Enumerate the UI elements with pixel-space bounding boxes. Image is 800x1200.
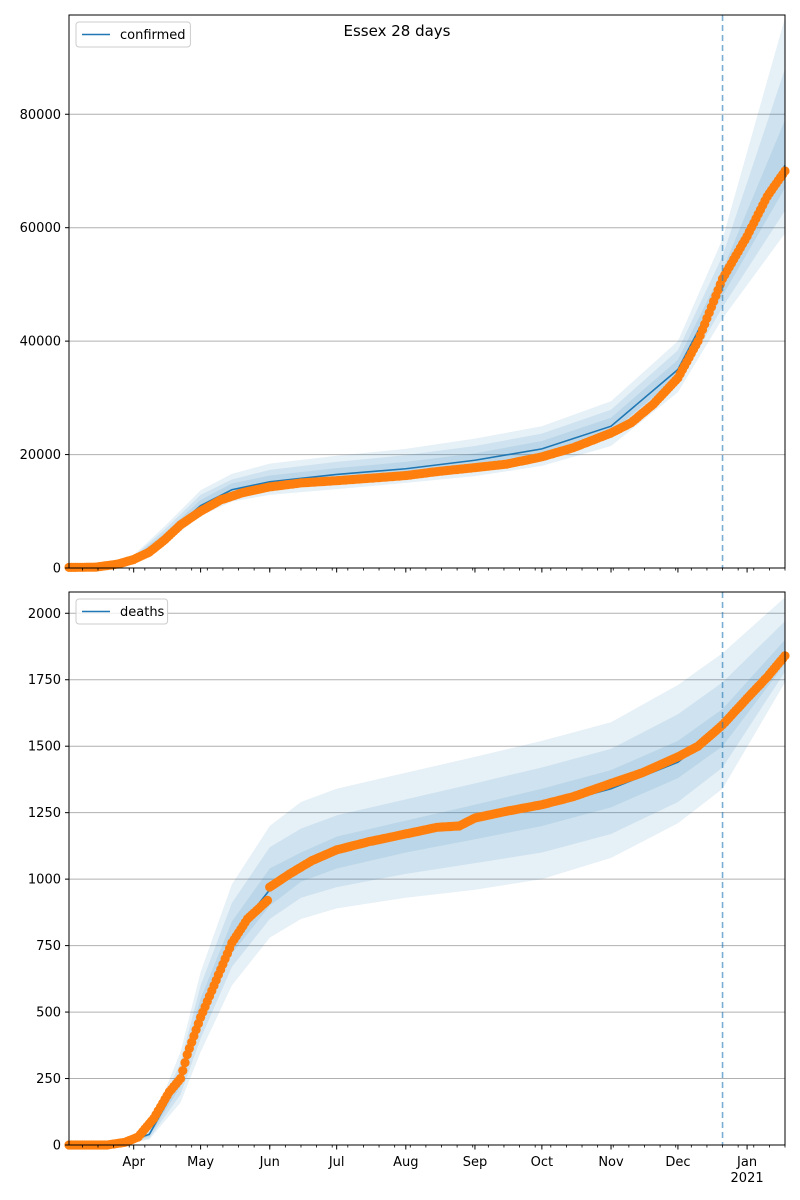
x-tick-label: Nov [598, 1155, 624, 1170]
y-tick-label: 60000 [20, 221, 61, 236]
y-tick-label: 1750 [28, 673, 61, 688]
y-tick-label: 250 [36, 1072, 61, 1087]
x-tick-label: Apr [122, 1155, 145, 1170]
y-tick-label: 1000 [28, 873, 61, 888]
x-tick-label: May [187, 1155, 214, 1170]
y-tick-label: 1500 [28, 740, 61, 755]
x-tick-label: Jan [736, 1155, 757, 1170]
legend-label: confirmed [120, 28, 186, 43]
y-tick-label: 500 [36, 1006, 61, 1021]
legend: deaths [76, 599, 168, 624]
legend-label: deaths [120, 605, 165, 620]
chart-title: Essex 28 days [344, 22, 451, 40]
y-tick-label: 1250 [28, 806, 61, 821]
y-tick-label: 750 [36, 939, 61, 954]
x-tick-label: Jul [328, 1155, 345, 1170]
y-tick-label: 80000 [20, 108, 61, 123]
confidence-band-80 [69, 69, 785, 568]
x-tick-label: Aug [393, 1155, 418, 1170]
axes-frame [69, 15, 785, 568]
y-tick-label: 0 [53, 562, 61, 577]
observed-point [263, 896, 272, 905]
y-tick-label: 40000 [20, 335, 61, 350]
x-tick-label: Oct [531, 1155, 553, 1170]
x-tick-label: Sep [463, 1155, 488, 1170]
confirmed-panel: 0 20000 40000 60000 80000 confirmed [20, 15, 790, 577]
x-tick-label: Dec [665, 1155, 690, 1170]
x-year-label: 2021 [731, 1171, 764, 1186]
y-tick-label: 2000 [28, 607, 61, 622]
y-tick-label: 0 [53, 1139, 61, 1154]
legend: confirmed [76, 22, 190, 47]
y-tick-label: 20000 [20, 448, 61, 463]
observed-point [178, 1066, 187, 1075]
observed-point [176, 1074, 185, 1083]
observed-point [180, 1058, 189, 1067]
deaths-panel: 0 250 500 750 1000 1250 1500 1750 2000 Apr May Jun J… [28, 592, 790, 1186]
confidence-band-95 [69, 18, 785, 568]
x-tick-label: Jun [259, 1155, 280, 1170]
